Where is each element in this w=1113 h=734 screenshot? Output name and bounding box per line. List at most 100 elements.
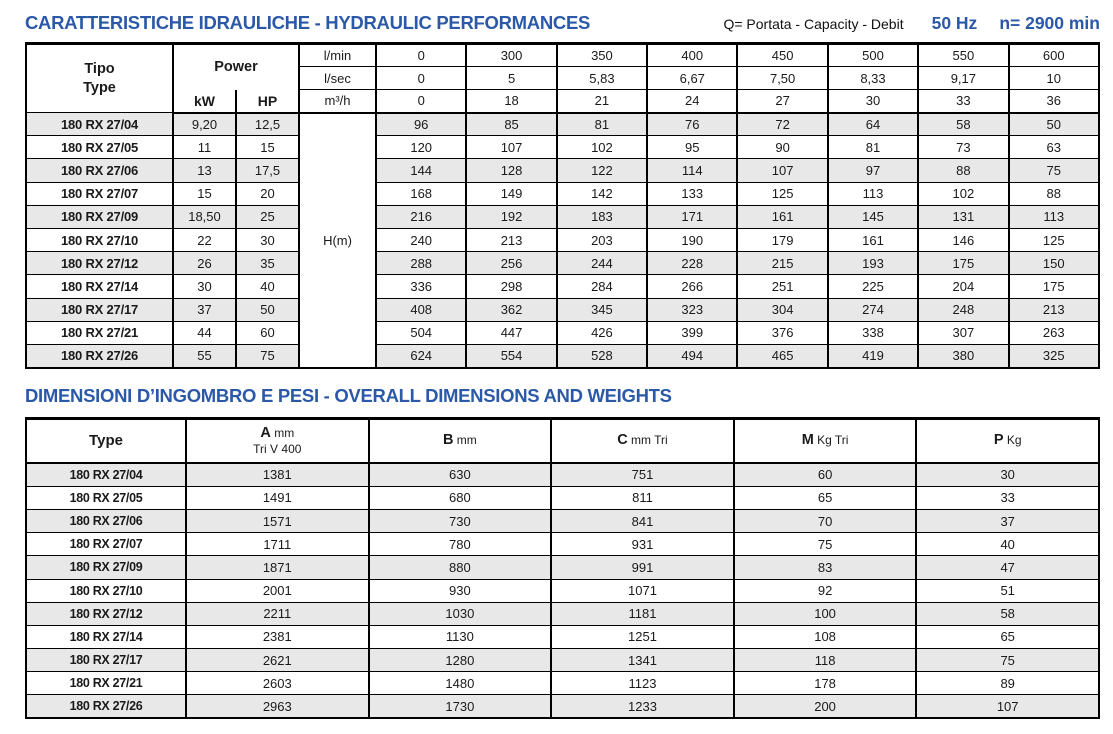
dim-column-letter: B <box>442 432 454 449</box>
head-value-cell: 81 <box>826 135 920 160</box>
head-value-cell: 50 <box>1007 111 1101 137</box>
head-value-cell: 88 <box>1007 181 1101 206</box>
head-value-cell: 225 <box>826 274 920 299</box>
head-value-cell: 63 <box>1007 135 1101 160</box>
dim-value-cell: 1130 <box>367 624 553 650</box>
kw-cell: 30 <box>172 274 237 299</box>
flow-value-cell: 300 <box>465 43 558 67</box>
flow-value-cell: 450 <box>736 43 829 67</box>
hydraulic-row: 180 RX 27/21 44 60 504 447 426 399 376 338 307 263 <box>25 320 1101 345</box>
dim-value-cell: 83 <box>732 555 918 580</box>
dim-value-cell: 33 <box>915 485 1100 510</box>
head-value-cell: 304 <box>736 297 829 322</box>
flow-header-row: kW HP m³/h 0 18 21 24 27 30 33 36 <box>26 89 1101 114</box>
dim-value-cell: 60 <box>732 462 918 487</box>
head-value-cell: 149 <box>465 181 558 206</box>
frequency-speed: 50 Hz n= 2900 min <box>932 13 1100 34</box>
dimension-row: 180 RX 27/21 2603 1480 1123 178 89 <box>25 671 1100 696</box>
dim-value-cell: 58 <box>915 601 1100 626</box>
head-value-cell: 494 <box>646 343 739 369</box>
head-value-cell: 175 <box>917 251 1010 276</box>
flow-value-cell: 27 <box>736 89 829 114</box>
head-value-cell: 88 <box>917 158 1010 183</box>
flow-header-row: l/sec 0 5 5,83 6,67 7,50 8,33 9,17 10 <box>26 66 1101 90</box>
dim-value-cell: 780 <box>367 532 553 557</box>
hp-cell: 50 <box>234 297 301 322</box>
head-value-cell: 113 <box>1007 204 1101 229</box>
hydraulic-row: 180 RX 27/10 22 30 240 213 203 190 179 161 146 125 <box>25 227 1101 253</box>
head-value-cell: 193 <box>826 251 920 276</box>
dim-value-cell: 680 <box>367 485 553 510</box>
head-value-cell: 426 <box>555 320 649 345</box>
head-value-cell: 133 <box>646 181 739 206</box>
hp-cell: 12,5 <box>234 111 301 137</box>
kw-header: kW <box>172 89 237 114</box>
head-value-cell: 216 <box>375 204 468 229</box>
dim-value-cell: 1071 <box>550 578 735 603</box>
dim-value-cell: 630 <box>367 462 553 487</box>
pump-type-cell: 180 RX 27/14 <box>25 624 187 650</box>
head-value-cell: 336 <box>375 274 468 299</box>
head-value-cell: 240 <box>375 227 468 253</box>
flow-value-cell: 21 <box>555 89 649 114</box>
head-value-cell: 150 <box>1007 251 1101 276</box>
hydraulic-table: Tipo Type Power l/min 0 300 350 400 450 500 55… <box>25 42 1101 369</box>
pump-type-cell: 180 RX 27/07 <box>25 181 174 206</box>
dim-value-cell: 92 <box>732 578 918 603</box>
flow-value-cell: 24 <box>646 89 739 114</box>
kw-cell: 13 <box>172 158 237 183</box>
head-value-cell: 554 <box>465 343 558 369</box>
dimensions-table: Type A mm Tri V 400 B mm C mm Tri M Kg Tri P … <box>25 416 1100 720</box>
head-value-cell: 131 <box>917 204 1010 229</box>
head-value-cell: 96 <box>375 111 468 137</box>
dim-value-cell: 75 <box>915 648 1100 673</box>
dim-value-cell: 30 <box>915 462 1100 487</box>
dim-value-cell: 200 <box>732 694 918 719</box>
hydraulic-row: 180 RX 27/12 26 35 288 256 244 228 215 193 175 150 <box>25 251 1101 276</box>
hp-cell: 15 <box>234 135 301 160</box>
head-value-cell: 203 <box>555 227 649 253</box>
hp-cell: 40 <box>234 274 301 299</box>
head-value-cell: 528 <box>555 343 649 369</box>
head-value-cell: 102 <box>917 181 1010 206</box>
pump-type-cell: 180 RX 27/07 <box>25 532 187 557</box>
pump-type-cell: 180 RX 27/05 <box>25 135 174 160</box>
head-value-cell: 190 <box>646 227 739 253</box>
head-value-cell: 122 <box>555 158 649 183</box>
dim-column-header: A mm Tri V 400 <box>185 417 370 465</box>
dim-value-cell: 51 <box>915 578 1100 603</box>
head-value-cell: 73 <box>917 135 1010 160</box>
head-value-cell: 107 <box>465 135 558 160</box>
hydraulic-row: 180 RX 27/06 13 17,5 144 128 122 114 107 97 88 75 <box>25 158 1101 183</box>
head-value-cell: 323 <box>646 297 739 322</box>
pump-type-cell: 180 RX 27/12 <box>25 601 187 626</box>
dimension-row: 180 RX 27/12 2211 1030 1181 100 58 <box>25 601 1100 626</box>
hp-cell: 35 <box>234 251 301 276</box>
flow-value-cell: 6,67 <box>646 66 739 90</box>
hydraulic-row: 180 RX 27/17 37 50 408 362 345 323 304 274 248 213 <box>25 297 1101 322</box>
head-value-cell: 362 <box>465 297 558 322</box>
head-value-cell: 408 <box>375 297 468 322</box>
dim-value-cell: 2211 <box>185 601 370 626</box>
head-value-cell: 171 <box>646 204 739 229</box>
dim-value-cell: 1233 <box>550 694 735 719</box>
head-value-cell: 325 <box>1007 343 1101 369</box>
head-value-cell: 266 <box>646 274 739 299</box>
head-value-cell: 213 <box>465 227 558 253</box>
hp-cell: 30 <box>234 227 301 253</box>
flow-value-cell: 600 <box>1007 43 1101 67</box>
head-value-cell: 274 <box>826 297 920 322</box>
head-value-cell: 504 <box>375 320 468 345</box>
pump-type-cell: 180 RX 27/21 <box>25 320 174 345</box>
kw-cell: 15 <box>172 181 237 206</box>
dimension-row: 180 RX 27/14 2381 1130 1251 108 65 <box>25 624 1100 650</box>
dim-value-cell: 89 <box>915 671 1100 696</box>
dim-value-cell: 1251 <box>550 624 735 650</box>
dim-value-cell: 178 <box>732 671 918 696</box>
dim-value-cell: 1181 <box>550 601 735 626</box>
dimension-row: 180 RX 27/07 1711 780 931 75 40 <box>25 532 1100 557</box>
dim-value-cell: 930 <box>367 578 553 603</box>
head-value-cell: 161 <box>826 227 920 253</box>
flow-value-cell: 30 <box>826 89 920 114</box>
dim-value-cell: 880 <box>367 555 553 580</box>
